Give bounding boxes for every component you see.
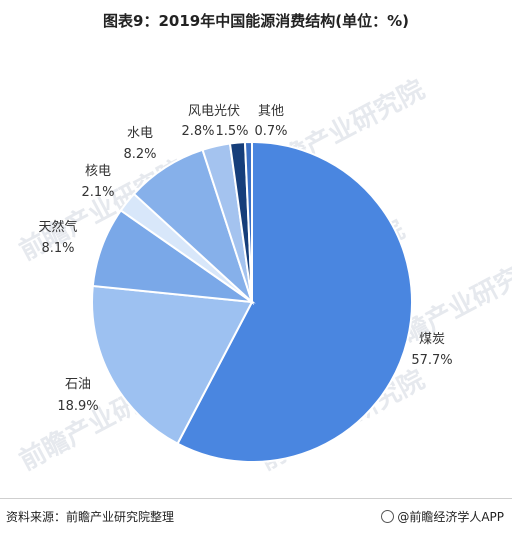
source-note: 资料来源：前瞻产业研究院整理 xyxy=(6,510,175,524)
slice-label-name: 风电光伏 xyxy=(188,104,240,119)
slice-label-value: 0.7% xyxy=(254,124,287,139)
credit: @前瞻经济学人APP xyxy=(381,508,504,525)
slice-label-name: 核电 xyxy=(85,164,111,179)
slice-label-value: 57.7% xyxy=(411,353,452,368)
slice-label-value: 8.2% xyxy=(123,147,156,162)
logo-icon xyxy=(381,510,395,523)
slice-label-name: 石油 xyxy=(65,377,91,392)
slice-label-name: 天然气 xyxy=(38,219,77,235)
chart-title: 图表9：2019年中国能源消费结构(单位：%) xyxy=(103,12,409,30)
credit-text: @前瞻经济学人APP xyxy=(397,510,504,524)
slice-label-value: 2.8% xyxy=(181,124,214,139)
slice-label-name: 水电 xyxy=(127,126,153,141)
slice-label-value: 18.9% xyxy=(57,399,98,414)
pie-chart: 煤炭 57.7% 石油 18.9% 天然气 8.1% 核电 2.1% 水电 8.2% 风电光伏 2.8… xyxy=(38,104,453,463)
slice-label-name: 其他 xyxy=(258,104,284,119)
slice-label-value: 2.1% xyxy=(81,185,114,200)
slice-label-name: 煤炭 xyxy=(419,332,445,347)
slice-label-value: 8.1% xyxy=(41,241,74,256)
footer: 资料来源：前瞻产业研究院整理 @前瞻经济学人APP xyxy=(0,498,512,533)
pie-slice xyxy=(176,140,413,463)
slice-label-value: 1.5% xyxy=(215,124,248,139)
pie-slice xyxy=(91,284,254,445)
pie-slice xyxy=(243,140,253,303)
